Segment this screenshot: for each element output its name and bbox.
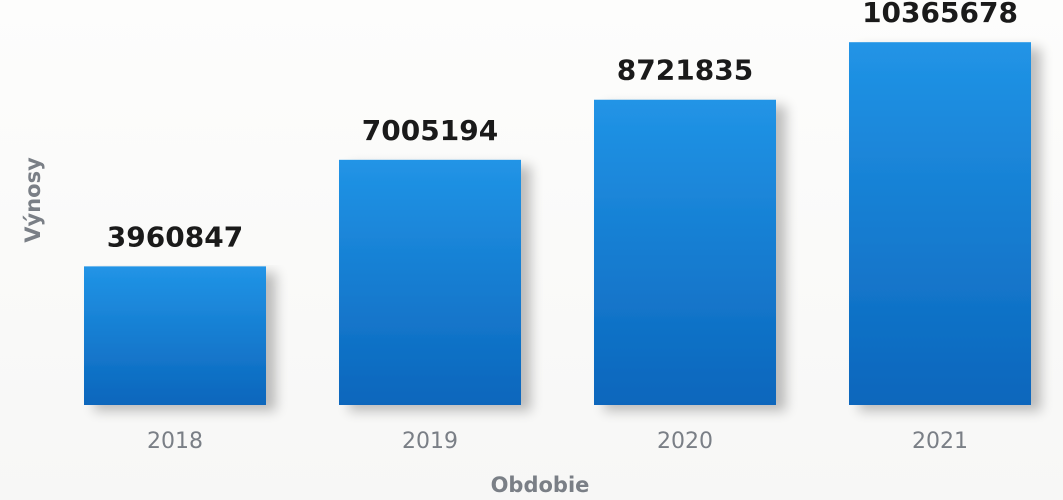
y-axis-title: Výnosy <box>21 157 45 243</box>
data-label-2021: 10365678 <box>862 0 1018 29</box>
data-label-2019: 7005194 <box>362 114 498 147</box>
bar-2021 <box>849 42 1031 406</box>
x-tick-labels-group: 2018 2019 2020 2021 <box>147 429 968 454</box>
value-labels-group: 3960847 7005194 8721835 10365678 <box>107 0 1018 253</box>
data-label-2018: 3960847 <box>107 220 243 253</box>
bar-2019 <box>339 159 521 405</box>
bar-2018 <box>84 266 266 405</box>
bar-2020 <box>594 99 776 405</box>
x-tick-label-2020: 2020 <box>657 429 713 454</box>
x-tick-label-2018: 2018 <box>147 429 203 454</box>
data-label-2020: 8721835 <box>617 54 753 87</box>
bars-group <box>84 42 1031 406</box>
x-tick-label-2019: 2019 <box>402 429 458 454</box>
x-axis-title: Obdobie <box>491 473 590 497</box>
x-tick-label-2021: 2021 <box>912 429 968 454</box>
